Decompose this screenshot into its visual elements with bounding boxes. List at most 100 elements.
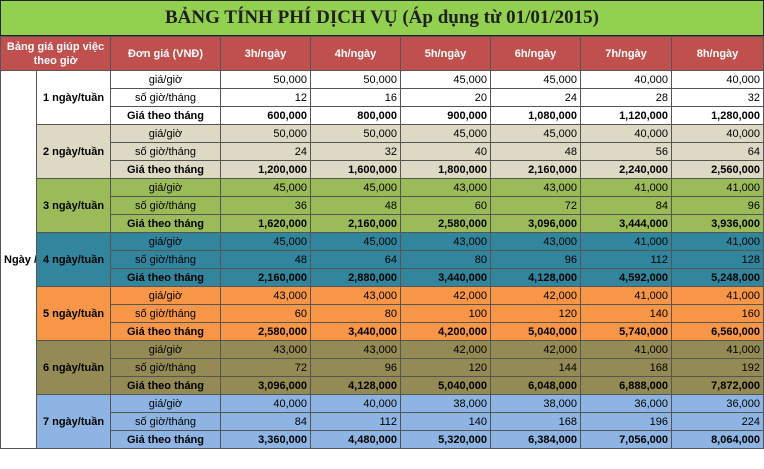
cell-hours: 160 <box>671 304 764 323</box>
cell-price: 42,000 <box>400 340 491 359</box>
group-label: 5 ngày/tuần <box>36 286 111 341</box>
group-label: 7 ngày/tuần <box>36 394 111 449</box>
cell-hours: 48 <box>220 250 311 269</box>
cell-hours: 40 <box>400 142 491 161</box>
cell-price: 36,000 <box>580 394 672 413</box>
days-per-week-label: Ngày /tuần <box>0 70 37 449</box>
cell-price: 43,000 <box>490 178 581 197</box>
sheet-title: BẢNG TÍNH PHÍ DỊCH VỤ (Áp dụng từ 01/01/… <box>0 0 764 36</box>
cell-hours: 100 <box>400 304 491 323</box>
table-row: Giá theo tháng 2,160,000 2,880,000 3,440,00… <box>1 268 764 287</box>
cell-total: 1,800,000 <box>400 160 491 179</box>
table-row: Giá theo tháng 600,000 800,000 900,000 1,080… <box>1 106 764 125</box>
cell-total: 900,000 <box>400 106 491 125</box>
table-row: 3 ngày/tuần giá/giờ 45,000 45,000 43,000 43,0… <box>1 178 764 233</box>
cell-hours: 64 <box>310 250 401 269</box>
cell-price: 42,000 <box>490 286 581 305</box>
table-row: Giá theo tháng 1,200,000 1,600,000 1,800,00… <box>1 160 764 179</box>
group-label: 4 ngày/tuần <box>36 232 111 287</box>
cell-hours: 24 <box>220 142 311 161</box>
cell-total: 3,440,000 <box>310 322 401 341</box>
cell-total: 1,120,000 <box>580 106 672 125</box>
cell-price: 43,000 <box>400 232 491 251</box>
cell-price: 45,000 <box>310 232 401 251</box>
cell-price: 36,000 <box>671 394 764 413</box>
cell-total: 5,320,000 <box>400 430 491 449</box>
cell-total: 2,580,000 <box>220 322 311 341</box>
cell-price: 43,000 <box>400 178 491 197</box>
cell-price: 45,000 <box>490 124 581 143</box>
row-label-total: Giá theo tháng <box>110 322 221 341</box>
cell-total: 3,444,000 <box>580 214 672 233</box>
cell-price: 40,000 <box>671 70 764 89</box>
cell-hours: 192 <box>671 358 764 377</box>
cell-hours: 168 <box>580 358 672 377</box>
cell-hours: 168 <box>490 412 581 431</box>
row-label-hours: số giờ/tháng <box>110 88 221 107</box>
row-label-price: giá/giờ <box>110 340 221 359</box>
corner-header: Bảng giá giúp việc theo giờ <box>0 36 111 71</box>
cell-hours: 24 <box>490 88 581 107</box>
header-row: Bảng giá giúp việc theo giờ Đơn giá (VNĐ… <box>0 36 764 71</box>
cell-hours: 84 <box>580 196 672 215</box>
cell-price: 45,000 <box>400 124 491 143</box>
cell-hours: 64 <box>671 142 764 161</box>
col-header-8h: 8h/ngày <box>671 36 764 71</box>
row-label-hours: số giờ/tháng <box>110 196 221 215</box>
cell-hours: 96 <box>490 250 581 269</box>
cell-total: 4,128,000 <box>490 268 581 287</box>
cell-hours: 112 <box>310 412 401 431</box>
row-label-total: Giá theo tháng <box>110 160 221 179</box>
cell-total: 3,936,000 <box>671 214 764 233</box>
cell-hours: 84 <box>220 412 311 431</box>
cell-total: 2,160,000 <box>490 160 581 179</box>
row-label-total: Giá theo tháng <box>110 106 221 125</box>
cell-price: 43,000 <box>310 340 401 359</box>
cell-price: 41,000 <box>671 232 764 251</box>
cell-hours: 112 <box>580 250 672 269</box>
cell-price: 41,000 <box>580 286 672 305</box>
cell-price: 41,000 <box>671 286 764 305</box>
col-header-4h: 4h/ngày <box>310 36 401 71</box>
table-row: 7 ngày/tuần giá/giờ 40,000 40,000 38,000 38,0… <box>1 394 764 449</box>
table-row: số giờ/tháng 36 48 60 72 84 96 <box>1 196 764 215</box>
cell-total: 2,580,000 <box>400 214 491 233</box>
cell-price: 40,000 <box>671 124 764 143</box>
cell-price: 45,000 <box>490 70 581 89</box>
row-label-price: giá/giờ <box>110 70 221 89</box>
cell-hours: 80 <box>400 250 491 269</box>
cell-hours: 96 <box>671 196 764 215</box>
row-label-price: giá/giờ <box>110 124 221 143</box>
cell-hours: 36 <box>220 196 311 215</box>
row-label-hours: số giờ/tháng <box>110 304 221 323</box>
cell-hours: 32 <box>671 88 764 107</box>
cell-hours: 120 <box>490 304 581 323</box>
cell-total: 3,096,000 <box>220 376 311 395</box>
cell-total: 5,248,000 <box>671 268 764 287</box>
pricing-table: Bảng giá giúp việc theo giờ Đơn giá (VNĐ… <box>0 36 764 449</box>
group-label: 3 ngày/tuần <box>36 178 111 233</box>
cell-hours: 144 <box>490 358 581 377</box>
table-row: 4 ngày/tuần giá/giờ 45,000 45,000 43,000 43,0… <box>1 232 764 287</box>
cell-price: 45,000 <box>310 178 401 197</box>
row-label-hours: số giờ/tháng <box>110 142 221 161</box>
cell-total: 8,064,000 <box>671 430 764 449</box>
cell-price: 42,000 <box>490 340 581 359</box>
row-label-total: Giá theo tháng <box>110 268 221 287</box>
cell-hours: 60 <box>220 304 311 323</box>
cell-price: 41,000 <box>671 178 764 197</box>
cell-hours: 196 <box>580 412 672 431</box>
col-header-6h: 6h/ngày <box>490 36 581 71</box>
cell-hours: 12 <box>220 88 311 107</box>
cell-total: 1,600,000 <box>310 160 401 179</box>
cell-price: 40,000 <box>220 394 311 413</box>
cell-total: 4,128,000 <box>310 376 401 395</box>
cell-price: 38,000 <box>490 394 581 413</box>
cell-hours: 140 <box>580 304 672 323</box>
cell-price: 42,000 <box>400 286 491 305</box>
table-row: 5 ngày/tuần giá/giờ 43,000 43,000 42,000 42,0… <box>1 286 764 341</box>
cell-total: 5,740,000 <box>580 322 672 341</box>
cell-total: 5,040,000 <box>490 322 581 341</box>
cell-price: 43,000 <box>220 340 311 359</box>
